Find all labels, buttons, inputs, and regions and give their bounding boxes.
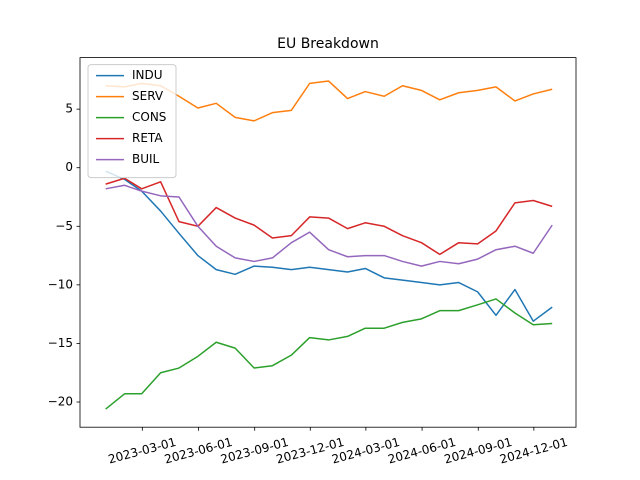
legend-label: SERV bbox=[132, 89, 164, 103]
series-line bbox=[105, 298, 553, 410]
legend-label: CONS bbox=[132, 110, 166, 124]
legend-label: RETA bbox=[132, 131, 163, 145]
legend-label: BUIL bbox=[132, 152, 160, 166]
legend-label: INDU bbox=[132, 68, 163, 82]
plot-frame bbox=[79, 57, 577, 428]
series-line bbox=[105, 170, 553, 322]
legend-box bbox=[87, 64, 177, 179]
y-tick-label: −20 bbox=[48, 395, 73, 409]
y-tick-label: 0 bbox=[65, 160, 73, 174]
series-line bbox=[105, 177, 553, 256]
y-tick-label: −5 bbox=[55, 219, 73, 233]
chart-title: EU Breakdown bbox=[277, 36, 379, 52]
series-line bbox=[105, 184, 553, 267]
y-tick-label: −15 bbox=[48, 336, 73, 350]
series-line bbox=[105, 80, 553, 122]
y-tick-label: 5 bbox=[65, 102, 73, 116]
y-tick-label: −10 bbox=[48, 277, 73, 291]
